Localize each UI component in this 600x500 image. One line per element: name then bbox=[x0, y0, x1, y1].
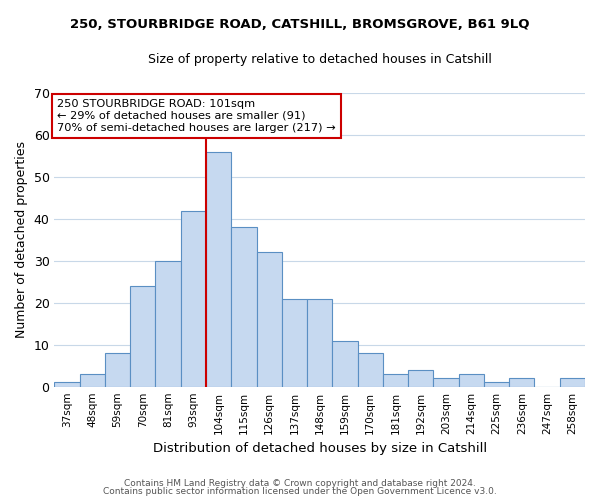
Bar bbox=[383, 374, 408, 386]
Bar bbox=[332, 340, 358, 386]
Bar bbox=[257, 252, 282, 386]
Bar bbox=[560, 378, 585, 386]
Bar bbox=[206, 152, 231, 386]
Bar bbox=[80, 374, 105, 386]
Bar bbox=[55, 382, 80, 386]
Text: 250 STOURBRIDGE ROAD: 101sqm
← 29% of detached houses are smaller (91)
70% of se: 250 STOURBRIDGE ROAD: 101sqm ← 29% of de… bbox=[57, 100, 335, 132]
Bar bbox=[484, 382, 509, 386]
Bar bbox=[155, 261, 181, 386]
Bar bbox=[433, 378, 458, 386]
Bar bbox=[358, 353, 383, 386]
Bar bbox=[458, 374, 484, 386]
Text: Contains HM Land Registry data © Crown copyright and database right 2024.: Contains HM Land Registry data © Crown c… bbox=[124, 478, 476, 488]
Bar bbox=[105, 353, 130, 386]
Bar bbox=[231, 228, 257, 386]
Bar bbox=[282, 298, 307, 386]
X-axis label: Distribution of detached houses by size in Catshill: Distribution of detached houses by size … bbox=[152, 442, 487, 455]
Y-axis label: Number of detached properties: Number of detached properties bbox=[15, 142, 28, 338]
Bar bbox=[130, 286, 155, 386]
Bar bbox=[307, 298, 332, 386]
Text: 250, STOURBRIDGE ROAD, CATSHILL, BROMSGROVE, B61 9LQ: 250, STOURBRIDGE ROAD, CATSHILL, BROMSGR… bbox=[70, 18, 530, 30]
Title: Size of property relative to detached houses in Catshill: Size of property relative to detached ho… bbox=[148, 52, 491, 66]
Bar bbox=[181, 210, 206, 386]
Text: Contains public sector information licensed under the Open Government Licence v3: Contains public sector information licen… bbox=[103, 487, 497, 496]
Bar bbox=[509, 378, 535, 386]
Bar bbox=[408, 370, 433, 386]
